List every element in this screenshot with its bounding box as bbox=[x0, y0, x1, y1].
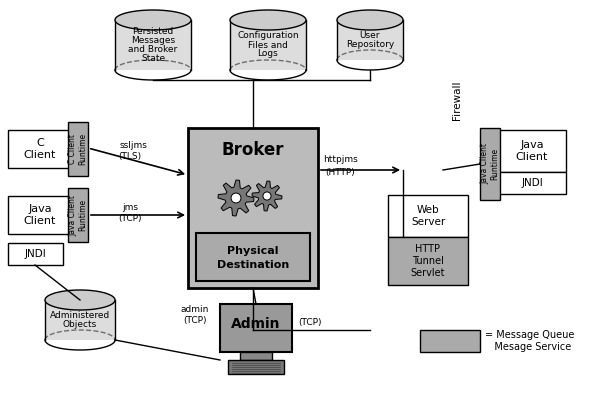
Text: (TCP): (TCP) bbox=[183, 316, 207, 326]
Text: User: User bbox=[360, 31, 380, 40]
Bar bbox=[420, 330, 480, 352]
Bar bbox=[115, 20, 191, 70]
Bar bbox=[498, 172, 566, 194]
Text: State: State bbox=[141, 54, 165, 63]
Text: Java Client
Runtime: Java Client Runtime bbox=[68, 195, 88, 235]
Bar bbox=[8, 130, 73, 168]
Text: (HTTP): (HTTP) bbox=[325, 168, 355, 177]
Text: Java
Client: Java Client bbox=[24, 204, 56, 226]
Bar bbox=[388, 195, 468, 237]
Text: (TLS): (TLS) bbox=[118, 152, 142, 160]
Text: (TCP): (TCP) bbox=[298, 318, 321, 328]
Text: Repository: Repository bbox=[346, 40, 394, 49]
Bar bbox=[188, 128, 318, 288]
Bar bbox=[388, 237, 468, 285]
Text: admin: admin bbox=[181, 306, 209, 314]
Bar bbox=[230, 20, 306, 70]
Bar bbox=[228, 360, 284, 374]
Text: Java Client
Runtime: Java Client Runtime bbox=[480, 143, 500, 185]
Bar bbox=[45, 300, 115, 340]
Text: Firewall: Firewall bbox=[452, 80, 462, 120]
Bar bbox=[68, 188, 88, 242]
Polygon shape bbox=[45, 290, 115, 310]
Circle shape bbox=[231, 193, 241, 203]
Bar bbox=[196, 233, 310, 281]
Bar bbox=[480, 128, 500, 200]
Bar bbox=[8, 243, 63, 265]
Text: and Broker: and Broker bbox=[128, 45, 178, 54]
Text: JNDI: JNDI bbox=[24, 249, 46, 259]
Bar bbox=[68, 122, 88, 176]
Text: Web
Server: Web Server bbox=[411, 205, 445, 227]
Text: Broker: Broker bbox=[222, 141, 284, 159]
Polygon shape bbox=[230, 10, 306, 30]
Text: jms: jms bbox=[122, 202, 138, 212]
Bar bbox=[498, 130, 566, 172]
Polygon shape bbox=[252, 181, 282, 211]
Text: C Client
Runtime: C Client Runtime bbox=[68, 133, 88, 165]
Text: Destination: Destination bbox=[217, 260, 289, 270]
Text: (TCP): (TCP) bbox=[118, 214, 142, 222]
Bar bbox=[385, 0, 610, 397]
Text: Administered: Administered bbox=[50, 311, 110, 320]
Polygon shape bbox=[218, 180, 254, 216]
Text: Messages: Messages bbox=[131, 36, 175, 45]
Text: Logs: Logs bbox=[257, 50, 278, 58]
Text: ssljms: ssljms bbox=[119, 141, 147, 150]
Bar bbox=[337, 20, 403, 60]
Text: httpjms: httpjms bbox=[323, 156, 357, 164]
Text: Objects: Objects bbox=[63, 320, 97, 329]
Circle shape bbox=[263, 192, 271, 200]
Text: Persisted: Persisted bbox=[132, 27, 174, 36]
Polygon shape bbox=[115, 10, 191, 30]
Text: Physical: Physical bbox=[228, 246, 279, 256]
Text: JNDI: JNDI bbox=[521, 178, 543, 188]
Bar bbox=[220, 304, 292, 352]
Polygon shape bbox=[337, 10, 403, 30]
Bar bbox=[8, 196, 73, 234]
Text: Configuration: Configuration bbox=[237, 31, 299, 40]
Text: Admin: Admin bbox=[231, 317, 281, 331]
Text: HTTP
Tunnel
Servlet: HTTP Tunnel Servlet bbox=[411, 245, 445, 278]
Text: C
Client: C Client bbox=[24, 138, 56, 160]
Bar bbox=[240, 352, 272, 360]
Text: Files and: Files and bbox=[248, 40, 288, 50]
Text: Java
Client: Java Client bbox=[516, 140, 548, 162]
Text: = Message Queue
   Mesage Service: = Message Queue Mesage Service bbox=[485, 330, 575, 352]
